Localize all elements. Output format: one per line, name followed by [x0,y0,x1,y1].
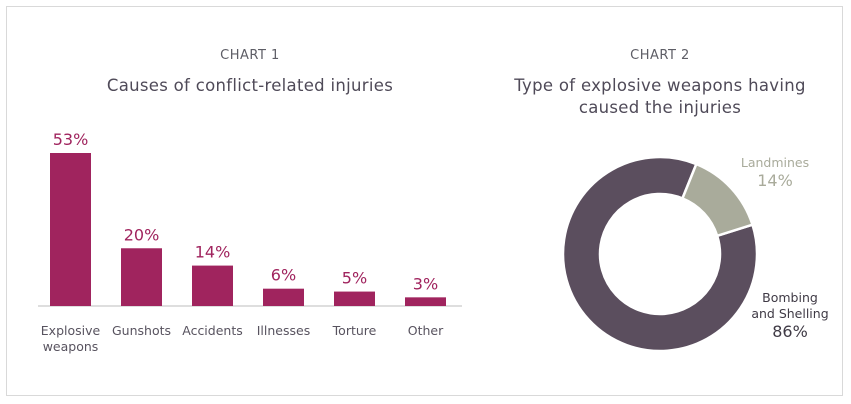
bar [334,291,375,306]
chart2-label: CHART 2 [630,48,690,63]
bar-value-label: 3% [413,274,438,293]
chart1-label: CHART 1 [220,48,280,63]
chart2-title-line2: caused the injuries [578,98,742,117]
bar-value-label: 14% [195,243,231,262]
bar-category-label: Explosive [41,323,101,338]
bar [192,265,233,306]
bar-category-label: Accidents [182,323,243,338]
bar-value-label: 5% [342,269,367,288]
donut-slice [561,155,759,353]
donut-slice-name: Bombing [762,290,818,305]
bar-category-label: Gunshots [112,323,171,338]
bar [50,153,91,306]
bar [121,248,162,306]
bar-category-label: Other [408,323,444,338]
bar-value-label: 20% [124,225,160,244]
bar-value-label: 53% [53,130,89,149]
donut-slice-name: Landmines [741,155,809,170]
donut-slice-value: 86% [772,322,808,341]
chart2-title-line1: Type of explosive weapons having [514,76,806,95]
bar-category-label: weapons [43,339,99,354]
chart1-title: Causes of conflict-related injuries [106,76,394,95]
donut-slice [680,162,755,238]
donut-slice-name: and Shelling [751,306,828,321]
bar-category-label: Torture [332,323,377,338]
bar-category-label: Illnesses [257,323,310,338]
donut-slice-value: 14% [757,171,793,190]
chart2-title: Type of explosive weapons having caused … [480,75,840,119]
bar [263,288,304,306]
bar-value-label: 6% [271,266,296,285]
bar [405,297,446,306]
